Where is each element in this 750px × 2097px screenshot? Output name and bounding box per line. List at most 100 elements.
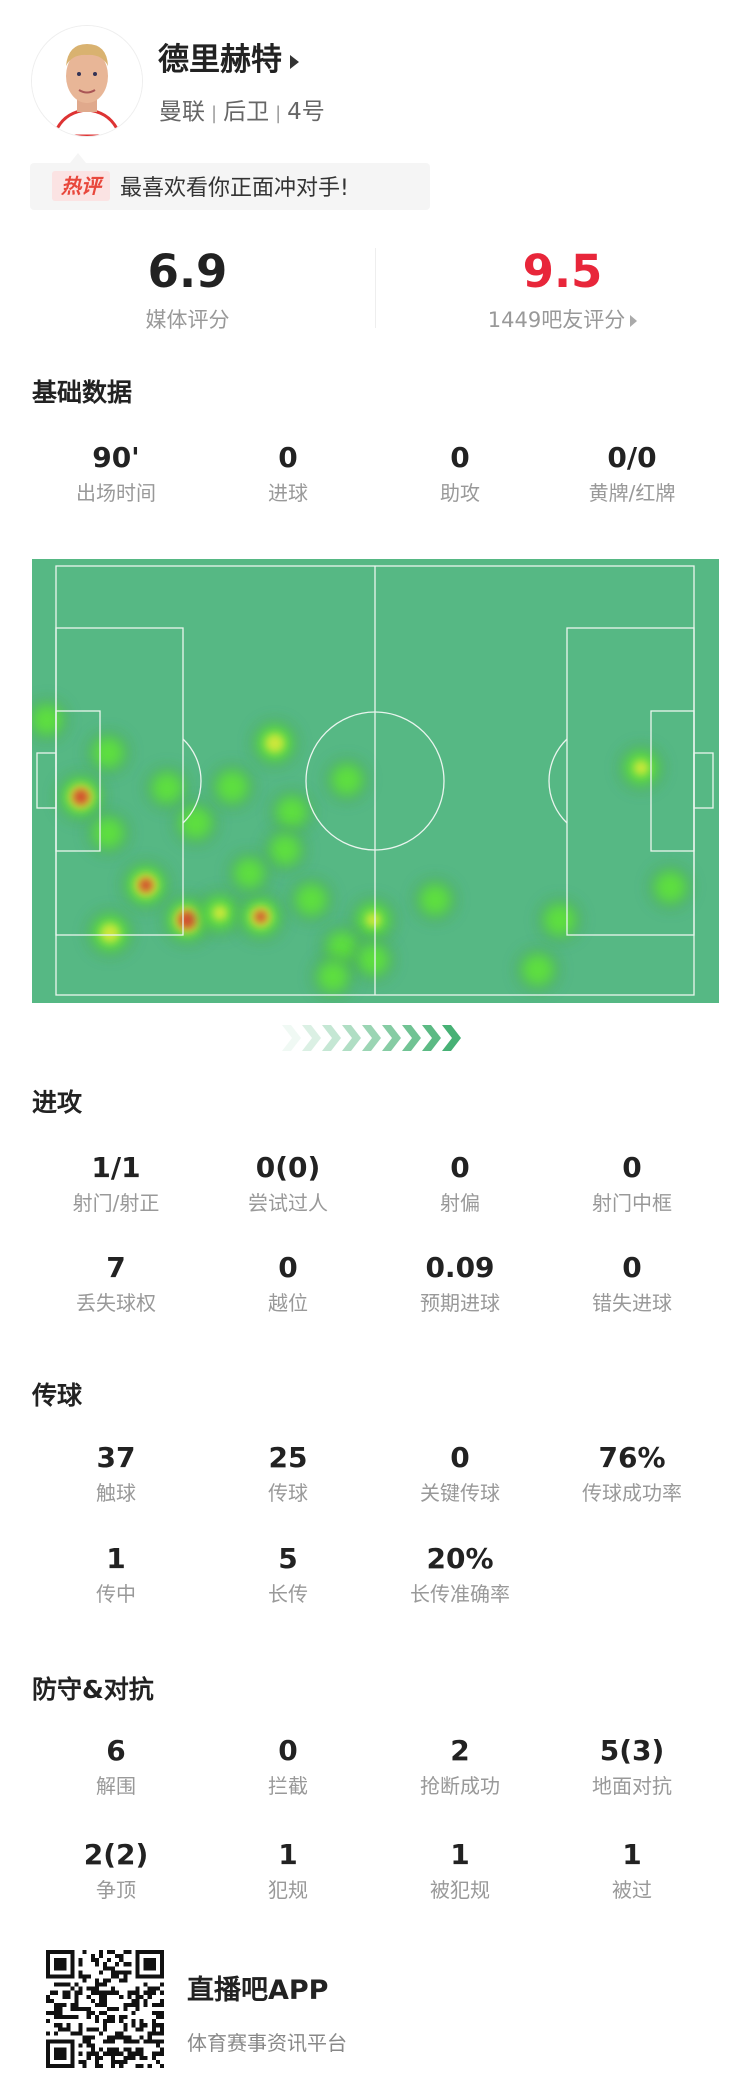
stat-item: 1 被犯规 [374,1838,546,1903]
stat-item: 1/1 射门/射正 [30,1151,202,1216]
heat-point [268,833,302,867]
qr-module [82,2035,87,2040]
stat-item: 0.09 预期进球 [374,1251,546,1316]
chevron-icon [342,1025,361,1051]
qr-module [159,2023,164,2028]
qr-module [123,1970,128,1975]
qr-module [78,2023,83,2028]
qr-module [123,2002,128,2007]
qr-module [131,1990,136,1995]
qr-module [74,1982,79,1987]
heat-point [233,857,266,890]
qr-module [127,2002,132,2007]
right-penalty-arc [548,738,568,824]
qr-module [135,2051,140,2056]
qr-module [54,1990,59,1995]
heat-point-hot [138,878,153,893]
qr-module [155,2043,160,2048]
center-circle [305,711,445,851]
qr-module [98,2002,103,2007]
media-rating: 6.9 媒体评分 [0,245,375,334]
qr-module [127,2051,132,2056]
qr-module [115,1970,120,1975]
qr-module [54,2015,59,2020]
qr-module [111,2039,116,2044]
stat-value: 7 [106,1251,126,1284]
qr-module [151,1990,156,1995]
qr-module [155,2015,160,2020]
qr-module [159,2047,164,2052]
media-rating-label: 媒体评分 [145,308,230,332]
qr-module [107,2035,112,2040]
stat-label: 预期进球 [420,1291,500,1315]
chevron-icon [422,1025,441,1051]
fan-rating-label[interactable]: 1449吧友评分 [375,304,750,334]
qr-module [127,2039,132,2044]
qr-module [98,2011,103,2016]
stat-item: 0/0 黄牌/红牌 [546,441,718,506]
qr-module [86,2039,91,2044]
player-name[interactable]: 德里赫特 [158,34,299,79]
chevron-icon [282,1025,301,1051]
qr-module [111,1950,116,1955]
qr-module [151,2019,156,2024]
qr-module [107,1990,112,1995]
qr-module [111,1970,116,1975]
qr-module [86,2015,91,2020]
qr-module [58,2023,63,2028]
heat-point [356,943,390,977]
stat-value: 1/1 [91,1151,141,1184]
heat-point [275,795,309,829]
qr-module [127,1950,132,1955]
heat-point-hot [72,788,89,805]
qr-module [127,1962,132,1967]
qr-module [46,2011,51,2016]
qr-module [159,2015,164,2020]
chevron-icon [382,1025,401,1051]
qr-module [111,2059,116,2064]
qr-module [90,1958,95,1963]
stat-item: 0 射门中框 [546,1151,718,1216]
qr-module [86,1986,91,1991]
qr-module [131,2055,136,2060]
qr-module [98,2031,103,2036]
fan-rating[interactable]: 9.5 1449吧友评分 [375,245,750,334]
qr-module [50,2011,55,2016]
qr-module [151,2002,156,2007]
qr-module [111,2055,116,2060]
qr-module [62,1994,67,1999]
qr-module [123,2006,128,2012]
qr-module [107,2019,112,2024]
qr-module [135,2039,140,2044]
player-photo-icon [32,26,142,136]
qr-module [135,1986,140,1991]
qr-module [78,1958,83,1963]
qr-module [94,1978,99,1983]
qr-module [62,1982,67,1987]
qr-module [147,2039,152,2044]
qr-module [111,2006,116,2012]
qr-module [159,2002,164,2007]
qr-module [94,1982,99,1987]
stat-value: 6 [106,1734,126,1767]
qr-module [155,2002,160,2007]
stat-value: 0.09 [425,1251,495,1284]
chevrons-right-icon [282,1025,461,1051]
qr-code [45,1950,165,2068]
qr-module [78,1970,83,1975]
qr-module [135,2027,140,2032]
qr-module [111,2047,116,2052]
qr-module [82,1978,87,1983]
qr-module [54,1982,59,1987]
stat-label: 传中 [96,1582,136,1606]
shirt-number: 4号 [287,99,325,125]
qr-module [107,1950,112,1955]
qr-module [151,2055,156,2060]
heat-point [330,763,364,797]
qr-module [46,2031,51,2036]
qr-module [58,2011,63,2016]
heat-layer [24,697,694,1000]
qr-module [94,1986,99,1991]
player-avatar[interactable] [31,25,143,137]
qr-module [54,2002,59,2007]
